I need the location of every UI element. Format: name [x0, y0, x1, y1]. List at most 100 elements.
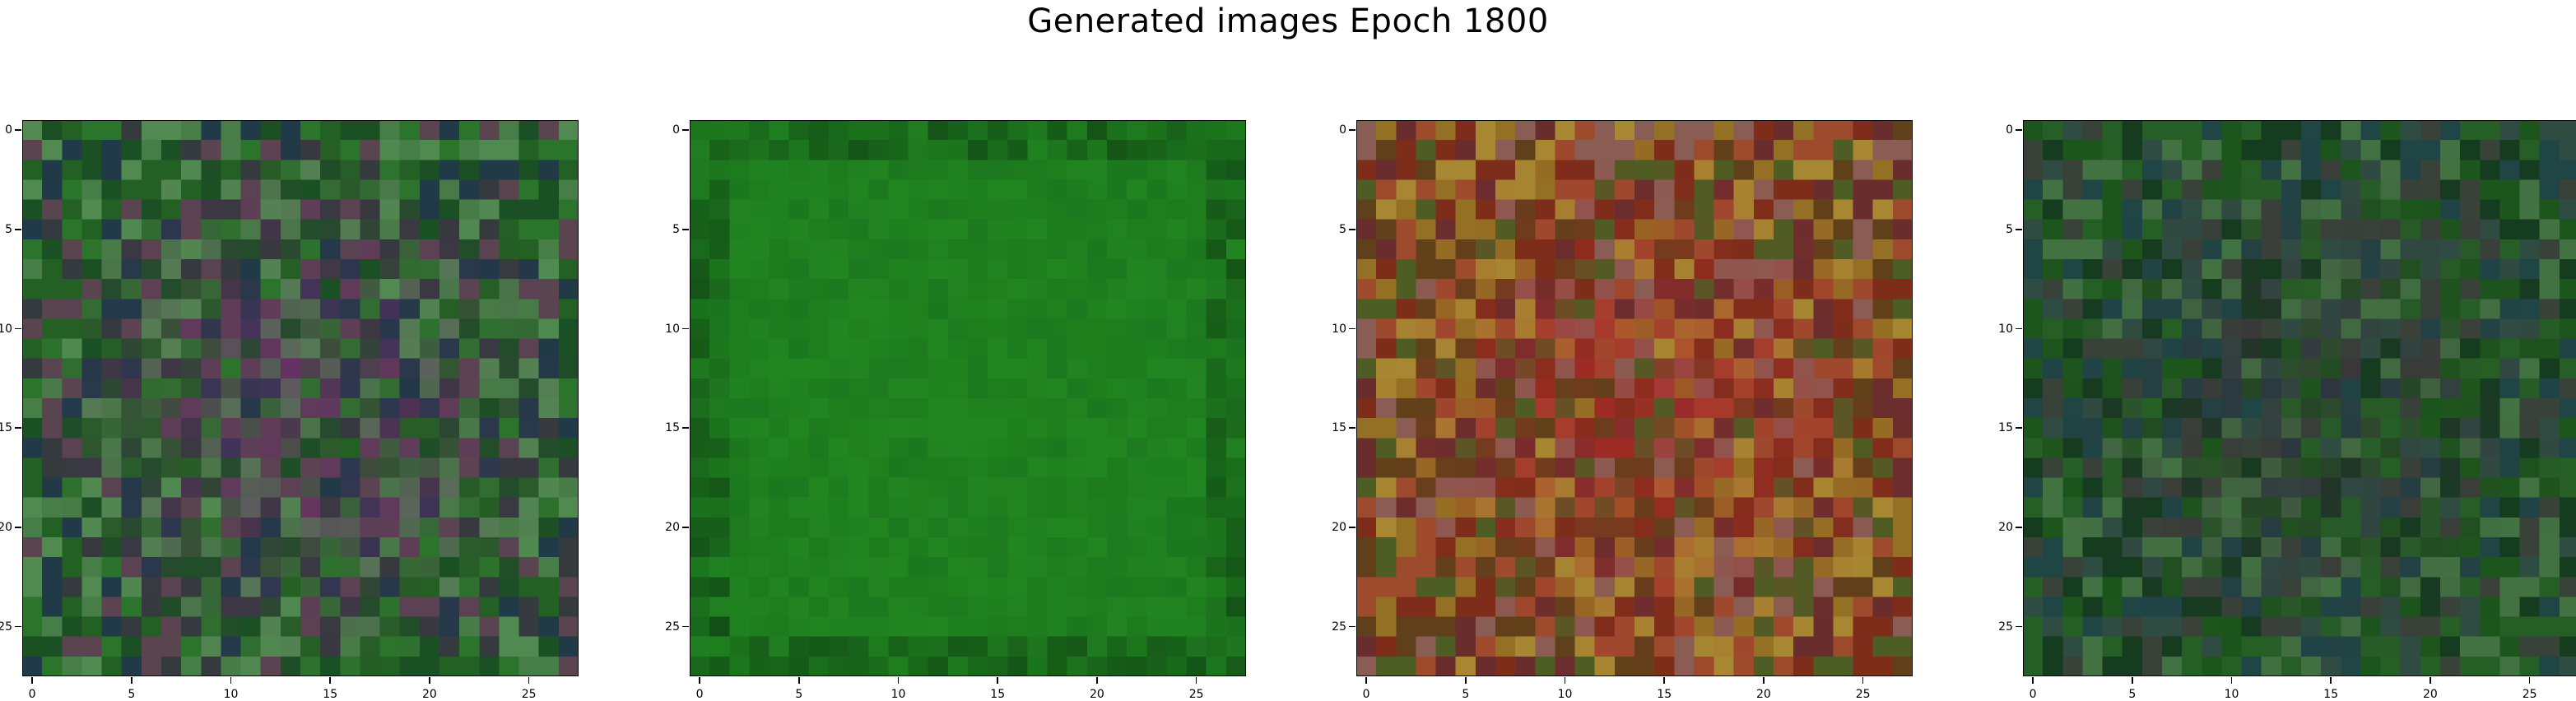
x-tick-label: 15 — [2323, 688, 2339, 701]
y-tick-label: 25 — [0, 620, 12, 634]
x-tick-label: 5 — [1462, 688, 1470, 701]
y-tick-label: 5 — [672, 222, 680, 236]
y-tick-label: 0 — [2006, 123, 2013, 137]
y-tick — [1349, 527, 1355, 528]
y-tick-label: 5 — [2006, 222, 2013, 236]
y-tick — [1349, 129, 1355, 131]
x-tick — [997, 677, 998, 684]
x-tick — [2528, 677, 2531, 684]
x-tick-label: 0 — [28, 688, 36, 701]
x-tick-label: 25 — [1188, 688, 1204, 701]
y-tick-label: 20 — [1998, 520, 2013, 534]
y-tick-label: 5 — [1339, 222, 1346, 236]
y-tick-label: 10 — [1998, 322, 2013, 336]
y-tick — [682, 527, 689, 528]
x-tick-label: 20 — [422, 688, 437, 701]
x-tick — [699, 677, 700, 684]
y-tick — [15, 327, 21, 330]
x-tick-label: 15 — [323, 688, 338, 701]
y-tick-label: 20 — [1332, 520, 1346, 534]
x-tick-label: 25 — [1855, 688, 1871, 701]
x-tick — [1862, 677, 1864, 684]
y-tick-label: 0 — [672, 123, 680, 137]
y-tick — [682, 229, 689, 230]
x-tick-label: 10 — [223, 688, 239, 701]
x-tick-label: 20 — [2423, 688, 2438, 701]
y-tick-label: 15 — [1332, 421, 1346, 435]
generated-image-3 — [1356, 120, 1913, 676]
x-tick-label: 20 — [1090, 688, 1104, 701]
x-tick-label: 10 — [1557, 688, 1573, 701]
x-tick — [1763, 677, 1765, 684]
y-tick — [2016, 129, 2022, 131]
x-tick-label: 20 — [1756, 688, 1771, 701]
y-tick — [682, 129, 689, 131]
y-tick-label: 5 — [5, 222, 12, 236]
y-tick — [15, 427, 21, 429]
y-tick-label: 15 — [665, 421, 680, 435]
x-tick — [31, 677, 33, 684]
x-tick-label: 5 — [2128, 688, 2137, 701]
y-tick-label: 20 — [0, 520, 12, 534]
y-tick — [1349, 229, 1355, 230]
y-tick — [15, 527, 21, 528]
y-tick — [682, 427, 689, 429]
y-tick — [15, 625, 21, 628]
x-tick — [429, 677, 430, 684]
x-tick-label: 10 — [890, 688, 906, 701]
x-tick-label: 0 — [2029, 688, 2037, 701]
y-tick — [1349, 427, 1355, 429]
y-tick-label: 10 — [0, 322, 12, 336]
image-panel-3: 0 5 10 15 20 25 0 5 10 15 20 25 — [1332, 120, 1913, 701]
x-tick-label: 0 — [695, 688, 704, 701]
x-tick — [2230, 677, 2233, 684]
x-tick-label: 25 — [521, 688, 537, 701]
y-tick-label: 10 — [665, 322, 680, 336]
x-tick — [230, 677, 232, 684]
x-tick — [1564, 677, 1566, 684]
generated-image-2 — [690, 120, 1246, 676]
x-tick-label: 15 — [1657, 688, 1672, 701]
x-tick-label: 25 — [2522, 688, 2537, 701]
y-tick — [2016, 229, 2022, 230]
y-tick — [15, 229, 21, 230]
x-tick-label: 10 — [2224, 688, 2239, 701]
x-tick-label: 0 — [1362, 688, 1370, 701]
x-tick-label: 5 — [795, 688, 803, 701]
x-tick-label: 5 — [128, 688, 136, 701]
x-tick — [897, 677, 900, 684]
x-tick — [2032, 677, 2034, 684]
x-tick — [1465, 677, 1467, 684]
y-tick-label: 25 — [1332, 620, 1346, 634]
x-tick — [798, 677, 800, 684]
y-tick-label: 0 — [5, 123, 12, 137]
image-panel-4: 0 5 10 15 20 25 0 5 10 15 20 25 — [1998, 120, 2576, 701]
x-tick — [1096, 677, 1098, 684]
x-tick — [329, 677, 331, 684]
y-tick — [2016, 527, 2022, 528]
x-tick — [2132, 677, 2133, 684]
x-tick — [2430, 677, 2431, 684]
image-panel-2: 0 5 10 15 20 25 0 5 10 15 20 25 — [665, 120, 1246, 701]
y-tick — [682, 625, 689, 628]
generated-image-4 — [2023, 120, 2576, 676]
y-tick-label: 25 — [1998, 620, 2013, 634]
y-tick — [2016, 327, 2022, 330]
y-tick — [2016, 427, 2022, 429]
y-tick-label: 25 — [665, 620, 680, 634]
x-tick — [131, 677, 133, 684]
y-tick — [1349, 625, 1355, 628]
image-panel-1: 0 5 10 15 20 25 0 5 10 15 20 25 — [0, 120, 579, 701]
y-tick — [2016, 625, 2022, 628]
y-tick-label: 15 — [0, 421, 12, 435]
y-tick-label: 15 — [1998, 421, 2013, 435]
generated-image-1 — [22, 120, 579, 676]
x-tick — [1365, 677, 1367, 684]
x-tick — [1663, 677, 1665, 684]
x-tick-label: 15 — [990, 688, 1006, 701]
y-tick-label: 10 — [1332, 322, 1346, 336]
x-tick — [1195, 677, 1197, 684]
y-tick-label: 20 — [665, 520, 680, 534]
y-tick — [1349, 327, 1355, 330]
y-tick-label: 0 — [1339, 123, 1346, 137]
